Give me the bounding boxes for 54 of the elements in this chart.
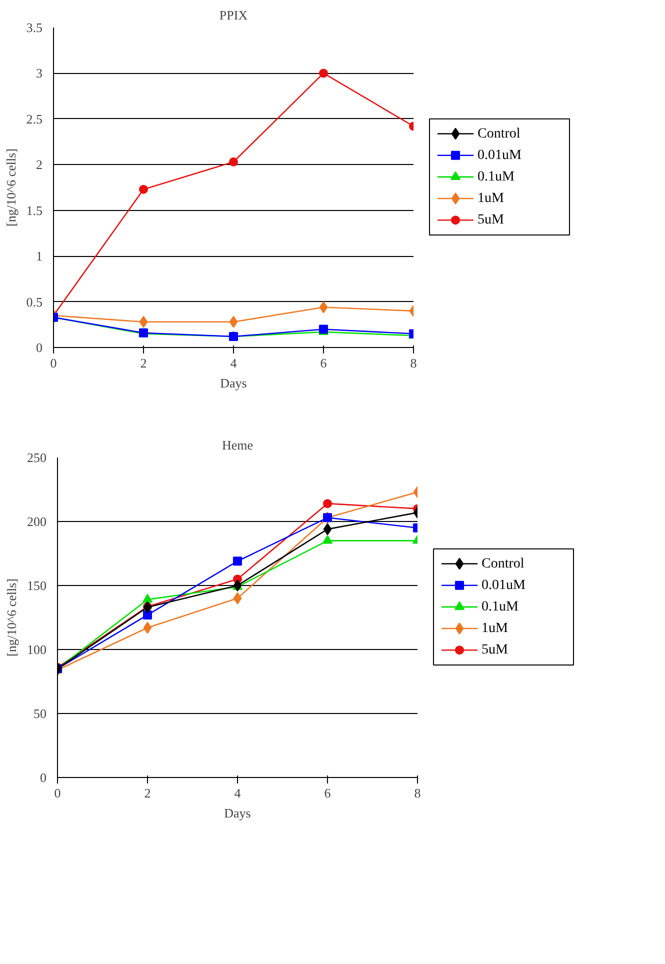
y-tick-label: 100 bbox=[27, 642, 46, 657]
y-axis-title: [ng/10^6 cells] bbox=[4, 578, 19, 656]
y-tick-label: 0 bbox=[36, 340, 42, 355]
y-axis-title: [ng/10^6 cells] bbox=[3, 148, 18, 226]
y-tick-label: 50 bbox=[34, 706, 46, 721]
chart-title: Heme bbox=[222, 438, 254, 452]
point bbox=[229, 316, 238, 328]
legend-label: 0.1uM bbox=[478, 169, 515, 184]
y-tick-label: 150 bbox=[27, 578, 46, 593]
point bbox=[233, 592, 242, 604]
y-tick-label: 0.5 bbox=[26, 294, 42, 310]
y-tick-label: 2.5 bbox=[26, 111, 42, 126]
legend-label: 0.1uM bbox=[482, 599, 519, 614]
legend-label: 1uM bbox=[482, 621, 508, 636]
point bbox=[319, 68, 328, 78]
chart-title: PPIX bbox=[219, 8, 248, 22]
legend-label: 5uM bbox=[478, 212, 504, 228]
legend-label: 1uM bbox=[478, 191, 504, 206]
x-tick-label: 6 bbox=[324, 786, 332, 800]
y-tick-label: 200 bbox=[27, 514, 46, 529]
point bbox=[323, 523, 332, 536]
x-axis-title: Days bbox=[220, 376, 247, 390]
point bbox=[142, 594, 152, 603]
legend-label: 5uM bbox=[482, 642, 508, 658]
legend-label: 0.01uM bbox=[478, 148, 522, 163]
y-tick-label: 3.5 bbox=[26, 20, 42, 35]
x-tick-label: 2 bbox=[144, 786, 151, 800]
point bbox=[322, 535, 332, 544]
y-tick-label: 2 bbox=[36, 157, 42, 172]
y-tick-label: 3 bbox=[36, 66, 42, 81]
x-tick-label: 8 bbox=[414, 786, 421, 800]
x-tick-label: 2 bbox=[140, 356, 147, 370]
point bbox=[319, 301, 328, 314]
point bbox=[139, 184, 148, 194]
y-tick-label: 250 bbox=[27, 450, 46, 465]
x-tick-label: 0 bbox=[50, 356, 57, 370]
x-tick-label: 8 bbox=[410, 356, 417, 370]
point bbox=[139, 316, 148, 328]
x-tick-label: 4 bbox=[234, 786, 242, 800]
point bbox=[143, 622, 152, 634]
x-tick-label: 6 bbox=[320, 356, 328, 370]
point bbox=[233, 556, 242, 566]
legend-label: Control bbox=[482, 556, 524, 572]
x-axis-title: Days bbox=[224, 806, 251, 820]
legend-label: 0.01uM bbox=[482, 578, 526, 593]
x-tick-label: 0 bbox=[54, 786, 61, 800]
legend-label: Control bbox=[478, 126, 520, 142]
point bbox=[323, 499, 332, 508]
point bbox=[143, 610, 152, 620]
y-tick-label: 0 bbox=[40, 770, 46, 785]
y-tick-label: 1 bbox=[36, 248, 42, 264]
y-tick-label: 1.5 bbox=[26, 202, 42, 218]
point bbox=[229, 157, 238, 166]
x-tick-label: 4 bbox=[230, 356, 238, 370]
